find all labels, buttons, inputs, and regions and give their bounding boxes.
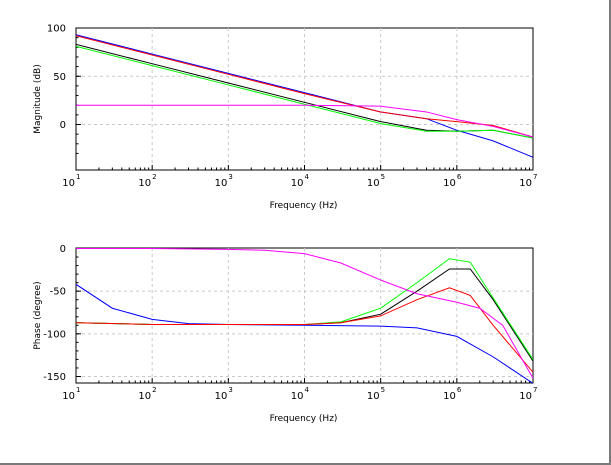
x-tick-label-base: 10 [215,391,228,402]
x-tick-label-base: 10 [291,178,304,189]
series-line-4 [76,35,533,138]
y-tick-label: 50 [53,72,66,83]
x-tick-label-base: 10 [291,391,304,402]
series-line-5 [76,104,533,138]
x-tick-label-base: 10 [367,391,380,402]
x-tick-label-exp: 2 [152,173,156,181]
x-tick-label-base: 10 [443,178,456,189]
x-tick-label-base: 10 [138,178,151,189]
y-tick-label: -50 [50,287,66,298]
x-tick-label-exp: 1 [76,173,80,181]
x-tick-label-exp: 2 [152,386,156,394]
x-tick-label-base: 10 [62,178,75,189]
x-tick-label-base: 10 [138,391,151,402]
x-tick-label-exp: 7 [533,386,537,394]
series-line-5 [76,248,533,379]
y-axis-title: Magnitude (dB) [33,64,43,133]
chart-2: 0-50-100-150101102103104105106107Frequen… [33,244,537,424]
x-tick-label-exp: 3 [228,386,232,394]
series-line-1 [76,283,533,383]
x-tick-label-exp: 4 [305,386,310,394]
series-line-4 [76,287,533,373]
x-tick-label-exp: 1 [76,386,80,394]
y-tick-label: -150 [43,372,66,383]
x-tick-label-base: 10 [215,178,228,189]
x-tick-label-exp: 4 [305,173,310,181]
x-tick-label-base: 10 [62,391,75,402]
x-tick-label-base: 10 [519,391,532,402]
y-tick-label: 0 [60,244,66,255]
x-tick-label-base: 10 [443,391,456,402]
x-tick-label-exp: 6 [457,386,462,394]
series-line-3 [76,45,533,139]
x-tick-label-exp: 6 [457,173,462,181]
x-tick-label-exp: 3 [228,173,232,181]
y-axis-title: Phase (degree) [33,281,43,349]
x-tick-label-exp: 7 [533,173,537,181]
x-axis-title: Frequency (Hz) [270,414,338,424]
x-axis-title: Frequency (Hz) [270,201,338,211]
x-tick-label-exp: 5 [381,386,385,394]
x-tick-label-base: 10 [519,178,532,189]
y-tick-label: -100 [43,329,66,340]
y-tick-label: 0 [60,120,66,131]
x-tick-label-base: 10 [367,178,380,189]
x-tick-label-exp: 5 [381,173,385,181]
y-tick-label: 100 [47,24,66,35]
